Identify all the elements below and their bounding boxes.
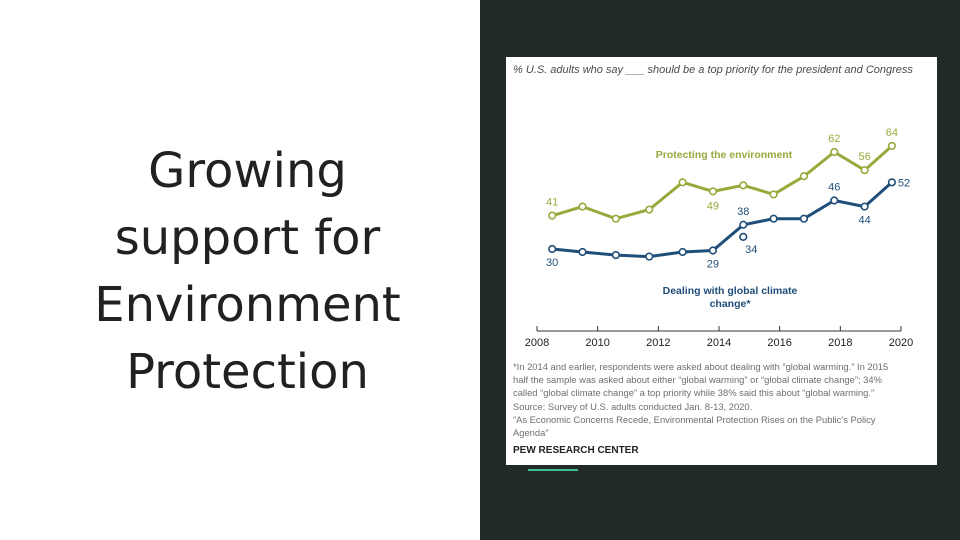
data-point xyxy=(830,196,839,205)
data-point xyxy=(739,181,748,190)
data-point xyxy=(548,211,557,220)
footnote-line: called “global climate change” a top pri… xyxy=(513,387,875,399)
chart-footnote: *In 2014 and earlier, respondents were a… xyxy=(513,360,935,439)
data-point xyxy=(739,220,748,229)
data-point xyxy=(769,214,778,223)
data-point xyxy=(578,202,587,211)
title-line: Environment xyxy=(94,277,401,333)
data-point xyxy=(708,187,718,196)
data-point xyxy=(860,202,869,211)
series-line-environment xyxy=(551,144,893,221)
series-line-climate xyxy=(552,181,893,259)
footnote-line: Source: Survey of U.S. adults conducted … xyxy=(513,400,753,412)
data-point xyxy=(678,178,687,187)
data-point xyxy=(645,205,654,214)
data-label: 41 xyxy=(546,197,558,209)
data-point xyxy=(799,214,809,223)
data-point xyxy=(611,250,620,260)
data-point xyxy=(708,246,718,255)
x-tick-label: 2020 xyxy=(889,337,913,349)
series-label-environment: Protecting the environment xyxy=(656,149,793,161)
x-tick-label: 2012 xyxy=(646,337,670,349)
footnote-line: *In 2014 and earlier, respondents were a… xyxy=(513,361,889,372)
series-label-climate: change* xyxy=(710,298,752,310)
footnote-line: “As Economic Concerns Recede, Environmen… xyxy=(513,413,876,425)
data-point xyxy=(769,190,778,199)
title-line: support for xyxy=(114,210,381,266)
data-point xyxy=(678,247,687,257)
footnote-line: Agenda” xyxy=(513,427,549,439)
data-point xyxy=(830,147,839,157)
source-brand: PEW RESEARCH CENTER xyxy=(513,445,639,456)
accent-underline xyxy=(528,469,578,471)
data-label: 38 xyxy=(737,206,749,218)
x-tick-label: 2018 xyxy=(828,337,852,349)
data-point xyxy=(887,178,897,187)
data-point xyxy=(739,232,748,241)
data-point xyxy=(860,166,869,175)
data-point xyxy=(645,252,654,261)
title-line: Growing xyxy=(148,143,347,199)
x-tick-label: 2008 xyxy=(525,337,549,349)
chart-card: % U.S. adults who say ___ should be a to… xyxy=(506,57,937,465)
data-point xyxy=(578,247,587,257)
footnote-line: half the sample was asked about either “… xyxy=(513,374,882,386)
line-chart: 2008 2010 2012 2014 2016 2018 2020 41 49 62 56 64 30… xyxy=(525,127,913,349)
data-label: 64 xyxy=(886,127,898,139)
x-tick-label: 2014 xyxy=(707,337,731,349)
data-label: 56 xyxy=(858,151,870,163)
data-point xyxy=(887,141,897,151)
slide-title: Growing support for Environment Protecti… xyxy=(40,138,455,406)
chart-title: % U.S. adults who say ___ should be a to… xyxy=(513,64,913,76)
data-label: 62 xyxy=(828,133,840,145)
data-label: 34 xyxy=(745,244,757,256)
data-label: 52 xyxy=(898,177,910,189)
data-label: 44 xyxy=(858,215,870,227)
x-tick-label: 2010 xyxy=(585,337,609,349)
data-point xyxy=(548,244,557,254)
data-point xyxy=(799,172,809,181)
data-label: 30 xyxy=(546,257,558,269)
title-line: Protection xyxy=(126,344,369,400)
data-label: 46 xyxy=(828,182,840,194)
data-label: 49 xyxy=(707,200,719,212)
data-point xyxy=(611,214,620,223)
x-tick-label: 2016 xyxy=(767,337,791,349)
series-label-climate: Dealing with global climate xyxy=(663,285,798,297)
data-label: 29 xyxy=(707,259,719,271)
